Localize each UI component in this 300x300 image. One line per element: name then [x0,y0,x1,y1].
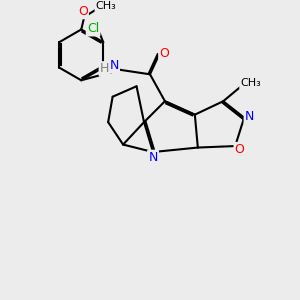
Text: N: N [110,59,119,72]
Text: O: O [78,5,88,18]
Text: N: N [245,110,254,123]
Text: O: O [235,143,244,156]
Text: N: N [148,151,158,164]
Text: Cl: Cl [87,22,99,35]
Text: H: H [100,62,109,75]
Text: CH₃: CH₃ [96,1,116,11]
Text: O: O [159,47,169,60]
Text: CH₃: CH₃ [240,78,261,88]
